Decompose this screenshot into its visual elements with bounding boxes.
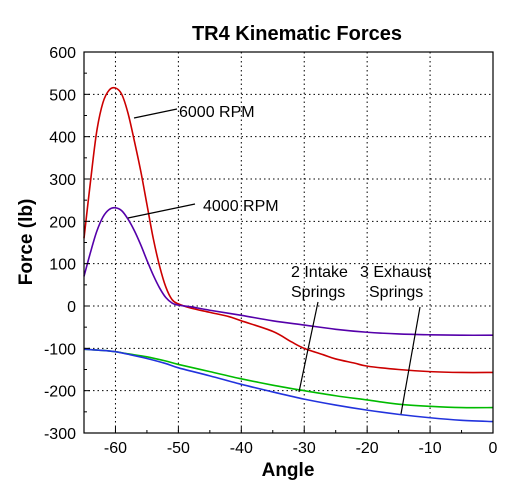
y-tick-label: -300 (44, 426, 76, 443)
x-tick-label: -60 (104, 440, 127, 457)
x-tick-label: -20 (356, 440, 379, 457)
y-axis-label: Force (lb) (16, 199, 37, 286)
annotation-4000-rpm: 4000 RPM (127, 198, 279, 219)
y-tick-label: 200 (49, 214, 76, 231)
x-tick-label: -30 (293, 440, 316, 457)
y-tick-label: -200 (44, 384, 76, 401)
leader-4000-rpm (127, 203, 196, 219)
series-group (83, 86, 494, 423)
y-tick-label: -100 (44, 341, 76, 358)
x-tick-labels: -60 -50 -40 -30 -20 -10 0 (104, 440, 498, 457)
y-tick-label: 400 (49, 130, 76, 147)
y-tick-label: 500 (49, 87, 76, 104)
annotation-exhaust-label: 3 Exhaust Springs (360, 264, 436, 301)
x-tick-label: -10 (419, 440, 442, 457)
chart-title: TR4 Kinematic Forces (192, 23, 402, 45)
leader-exhaust (400, 306, 421, 415)
x-tick-label: -50 (167, 440, 190, 457)
x-axis-label: Angle (262, 460, 315, 481)
annotation-intake: 2 Intake Springs (291, 264, 352, 393)
y-tick-label: 300 (49, 172, 76, 189)
annotation-6000-rpm-label: 6000 RPM (179, 104, 255, 121)
series-line-6000-rpm (83, 86, 494, 374)
series-line-4000-rpm (83, 206, 494, 337)
annotation-4000-rpm-label: 4000 RPM (203, 198, 279, 215)
y-tick-label: 100 (49, 257, 76, 274)
leader-6000-rpm (133, 108, 178, 119)
annotation-intake-label: 2 Intake Springs (291, 264, 352, 301)
leader-intake (298, 301, 319, 393)
y-tick-labels: -300 -200 -100 0 100 200 300 400 500 600 (44, 45, 76, 443)
series-line-3-exhaust-springs (83, 348, 494, 423)
y-tick-label: 0 (67, 299, 76, 316)
plot-frame (83, 51, 494, 434)
x-tick-label: -40 (230, 440, 253, 457)
annotation-exhaust: 3 Exhaust Springs (360, 264, 436, 415)
x-tick-label: 0 (489, 440, 498, 457)
y-tick-label: 600 (49, 45, 76, 62)
grid (84, 52, 493, 433)
annotation-6000-rpm: 6000 RPM (133, 104, 255, 121)
ticks (83, 51, 494, 434)
